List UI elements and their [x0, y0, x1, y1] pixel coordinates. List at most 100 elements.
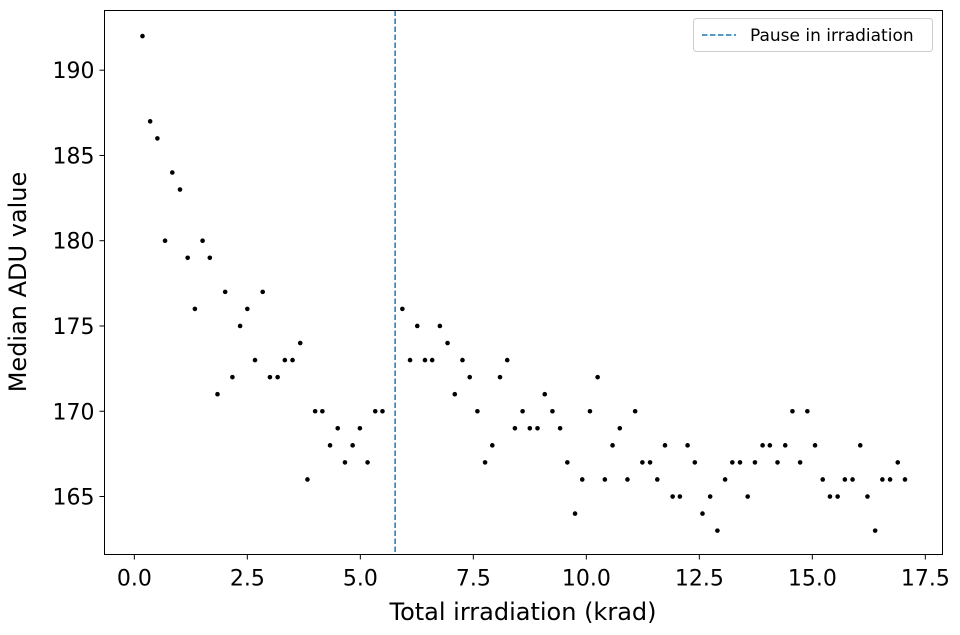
data-point	[579, 477, 585, 482]
data-point	[290, 357, 295, 363]
data-point	[842, 477, 848, 482]
data-point	[654, 477, 660, 482]
data-point	[797, 460, 803, 465]
data-point	[700, 511, 705, 516]
data-point	[497, 374, 503, 380]
data-point	[267, 374, 273, 380]
legend-entry-pause: Pause in irradiation	[750, 26, 914, 46]
x-tick-label: 15.0	[788, 567, 837, 592]
data-point	[707, 494, 713, 499]
data-point	[342, 460, 348, 465]
data-point	[805, 408, 810, 414]
y-tick-label: 185	[53, 144, 95, 169]
data-point	[147, 119, 153, 124]
data-point	[407, 357, 413, 363]
data-point	[775, 460, 780, 465]
x-tick-label: 17.5	[901, 567, 950, 592]
data-point	[602, 477, 608, 482]
data-point	[230, 374, 235, 380]
data-point	[414, 323, 420, 329]
data-point	[312, 408, 318, 414]
data-point	[565, 460, 570, 465]
data-point	[625, 477, 630, 482]
data-point	[542, 391, 548, 397]
data-point	[320, 408, 325, 414]
data-point	[372, 408, 378, 414]
data-point	[252, 357, 258, 363]
data-point	[782, 443, 788, 448]
y-tick-label: 170	[53, 400, 95, 425]
x-tick-label: 5.0	[343, 567, 378, 592]
data-point	[490, 443, 495, 448]
plot-frame	[104, 10, 943, 555]
data-point	[357, 426, 363, 431]
data-point	[587, 408, 593, 414]
data-point	[460, 357, 465, 363]
data-point	[245, 306, 250, 312]
data-point	[662, 443, 668, 448]
data-point	[200, 238, 205, 244]
data-points	[140, 33, 908, 533]
data-point	[260, 289, 265, 295]
data-point	[445, 340, 450, 346]
data-point	[140, 33, 145, 39]
x-tick-label: 2.5	[230, 567, 265, 592]
data-point	[215, 391, 220, 397]
data-point	[365, 460, 370, 465]
data-point	[177, 187, 183, 192]
data-point	[767, 443, 773, 448]
data-point	[467, 374, 473, 380]
data-point	[512, 426, 518, 431]
y-axis-label: Median ADU value	[4, 172, 32, 393]
data-point	[835, 494, 840, 499]
y-tick-label: 175	[53, 315, 95, 340]
data-point	[752, 460, 758, 465]
data-point	[550, 408, 555, 414]
data-point	[730, 460, 735, 465]
data-point	[350, 443, 355, 448]
data-point	[827, 494, 833, 499]
data-point	[527, 426, 533, 431]
data-point	[162, 238, 168, 244]
x-tick-label: 7.5	[456, 567, 491, 592]
data-point	[207, 255, 213, 261]
data-point	[595, 374, 600, 380]
data-point	[192, 306, 198, 312]
data-point	[282, 357, 288, 363]
data-point	[820, 477, 826, 482]
legend: Pause in irradiation	[693, 18, 933, 52]
data-point	[482, 460, 488, 465]
data-point	[715, 528, 720, 533]
data-point	[610, 443, 615, 448]
data-point	[155, 136, 160, 141]
data-point	[535, 426, 540, 431]
data-point	[722, 477, 728, 482]
y-axis-ticks: 165 170 175 180 185 190	[53, 59, 105, 511]
data-point	[429, 357, 435, 363]
data-point	[297, 340, 303, 346]
x-axis-ticks: 0.0 2.5 5.0 7.5 10.0 12.5 15.0 17.5	[117, 554, 950, 592]
data-point	[895, 460, 901, 465]
x-tick-label: 10.0	[562, 567, 611, 592]
data-point	[902, 477, 908, 482]
data-point	[380, 408, 385, 414]
data-point	[745, 494, 750, 499]
data-point	[400, 306, 405, 312]
data-point	[880, 477, 885, 482]
data-point	[572, 511, 578, 516]
data-point	[850, 477, 855, 482]
data-point	[185, 255, 190, 261]
x-axis-label: Total irradiation (krad)	[388, 598, 656, 626]
data-point	[275, 374, 280, 380]
data-point	[617, 426, 623, 431]
data-point	[640, 460, 645, 465]
data-point	[790, 408, 795, 414]
legend-box	[693, 18, 933, 52]
data-point	[632, 408, 638, 414]
data-point	[692, 460, 698, 465]
data-point	[437, 323, 443, 329]
data-point	[327, 443, 333, 448]
data-point	[222, 289, 228, 295]
data-point	[865, 494, 870, 499]
